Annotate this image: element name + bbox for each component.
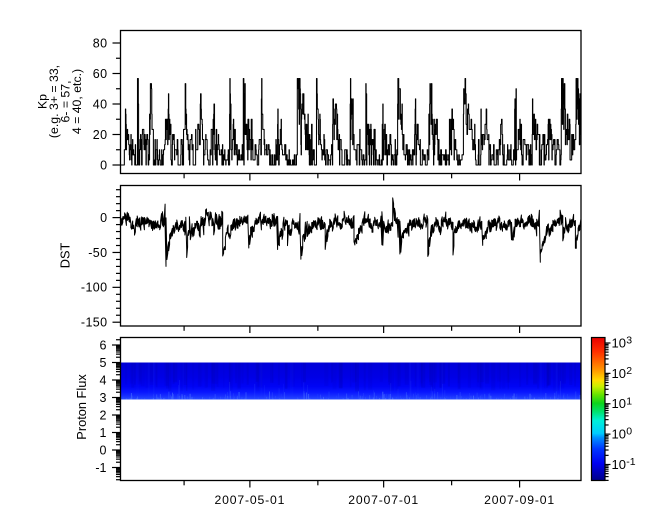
- svg-text:2: 2: [100, 408, 107, 422]
- svg-text:-50: -50: [88, 246, 107, 260]
- svg-text:10: 10: [612, 427, 626, 442]
- svg-text:10: 10: [612, 457, 626, 472]
- svg-text:80: 80: [93, 36, 108, 50]
- svg-text:5: 5: [100, 356, 107, 370]
- svg-text:10: 10: [612, 396, 626, 411]
- svg-text:4 = 40, etc.): 4 = 40, etc.): [70, 69, 84, 134]
- svg-text:-1: -1: [626, 456, 635, 468]
- svg-text:1: 1: [100, 426, 107, 440]
- svg-text:-1: -1: [95, 461, 106, 475]
- svg-text:0: 0: [100, 211, 107, 225]
- svg-text:DST: DST: [58, 243, 73, 269]
- svg-text:Kp: Kp: [36, 94, 50, 109]
- svg-text:-100: -100: [81, 281, 108, 295]
- svg-text:10: 10: [612, 336, 626, 351]
- svg-text:3: 3: [626, 335, 632, 347]
- svg-text:6: 6: [100, 338, 107, 352]
- svg-text:2007-09-01: 2007-09-01: [484, 493, 555, 507]
- svg-text:10: 10: [612, 366, 626, 381]
- svg-text:0: 0: [100, 158, 107, 172]
- svg-text:0: 0: [100, 443, 107, 457]
- svg-text:3: 3: [100, 391, 107, 405]
- svg-text:6- = 57,: 6- = 57,: [59, 80, 73, 122]
- svg-text:20: 20: [93, 128, 108, 142]
- svg-text:(e.g. 3+ = 33,: (e.g. 3+ = 33,: [47, 65, 61, 138]
- svg-text:Proton Flux: Proton Flux: [74, 374, 89, 440]
- svg-text:4: 4: [100, 373, 107, 387]
- svg-text:-150: -150: [81, 316, 108, 330]
- svg-text:2007-07-01: 2007-07-01: [348, 493, 419, 507]
- svg-text:40: 40: [93, 97, 108, 111]
- svg-text:2007-05-01: 2007-05-01: [214, 493, 285, 507]
- svg-text:60: 60: [93, 67, 108, 81]
- svg-text:0: 0: [626, 426, 632, 438]
- svg-text:2: 2: [626, 365, 632, 377]
- svg-text:1: 1: [626, 395, 632, 407]
